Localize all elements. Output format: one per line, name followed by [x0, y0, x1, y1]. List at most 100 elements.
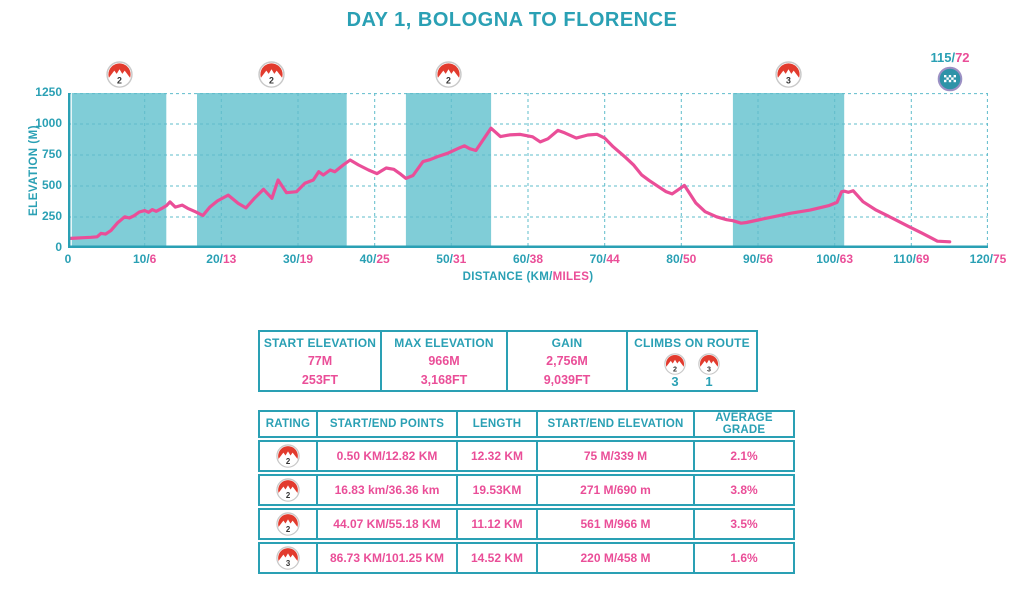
header-rating: RATING: [258, 410, 318, 438]
x-tick-km: 50/: [436, 252, 453, 266]
climb-elevation: 561 M/966 M: [538, 508, 695, 540]
climb-grade: 3.5%: [695, 508, 795, 540]
x-tick-label: 50/31: [419, 252, 483, 266]
svg-text:2: 2: [446, 75, 451, 85]
x-tick-km: 10/: [132, 252, 150, 266]
climb-rating-icon: 3: [258, 542, 318, 574]
summary-header: MAX ELEVATION: [394, 336, 494, 350]
summary-value-m: 2,756M: [546, 354, 588, 368]
climb-category-icon: 2: [258, 61, 286, 88]
climb-category-icon: 3: [775, 61, 802, 88]
x-tick-miles: 19: [299, 252, 314, 266]
x-axis-title-miles: MILES: [552, 271, 590, 283]
x-tick-miles: 25: [376, 252, 390, 266]
header-start-end-points: START/END POINTS: [318, 410, 458, 438]
x-tick-label: 80/50: [649, 252, 713, 266]
climb-category-icon: 2: [276, 478, 300, 502]
x-tick-label: 100/63: [803, 252, 867, 266]
climb-category-icon: 3: [698, 353, 720, 375]
x-tick-km: 20/: [206, 252, 223, 266]
y-tick-label: 1250: [35, 85, 62, 99]
climb-category-icon: 2: [276, 444, 300, 468]
x-tick-miles: 38: [529, 252, 544, 266]
route-summary-table: START ELEVATION 77M 253FT MAX ELEVATION …: [258, 330, 758, 392]
x-tick-label: 20/13: [189, 252, 253, 266]
x-tick-km: 110/: [893, 252, 916, 266]
summary-start-elevation: START ELEVATION 77M 253FT: [260, 332, 380, 390]
finish-miles: 72: [955, 50, 970, 65]
climb-category-badge: 2: [105, 61, 133, 88]
x-tick-label: 120/75: [956, 252, 1020, 266]
climb-category-icon: 2: [435, 61, 462, 88]
y-tick-label: 750: [41, 147, 62, 161]
x-tick-miles: 13: [222, 252, 237, 266]
x-tick-miles: 75: [993, 252, 1007, 266]
climb-grade: 2.1%: [695, 440, 795, 472]
finish-km: 115/: [930, 50, 956, 65]
climb-points: 16.83 km/36.36 km: [318, 474, 458, 506]
svg-text:2: 2: [673, 364, 677, 373]
svg-text:2: 2: [286, 491, 291, 500]
svg-text:3: 3: [286, 559, 291, 568]
summary-gain: GAIN 2,756M 9,039FT: [506, 332, 626, 390]
climb-count: 3: [671, 374, 679, 389]
summary-max-elevation: MAX ELEVATION 966M 3,168FT: [380, 332, 506, 390]
climb-elevation: 220 M/458 M: [538, 542, 695, 574]
x-tick-km: 120/: [969, 252, 993, 266]
climb-band: [732, 93, 845, 248]
header-length: LENGTH: [458, 410, 538, 438]
x-tick-miles: 63: [839, 252, 854, 266]
finish-distance-label: 115/72: [913, 50, 987, 65]
y-tick-label: 500: [41, 178, 62, 192]
climb-rating-icon: 2: [258, 508, 318, 540]
x-tick-km: 0: [64, 252, 72, 266]
climbs-detail-table: RATING START/END POINTS LENGTH START/END…: [258, 408, 795, 576]
climb-elevation: 271 M/690 m: [538, 474, 695, 506]
svg-text:2: 2: [286, 457, 291, 466]
climb-band: [405, 93, 492, 248]
x-tick-label: 90/56: [726, 252, 790, 266]
climb-rating-icon: 2: [258, 474, 318, 506]
climb-points: 86.73 KM/101.25 KM: [318, 542, 458, 574]
climb-length: 11.12 KM: [458, 508, 538, 540]
climb-row: 2 44.07 KM/55.18 KM 11.12 KM 561 M/966 M…: [258, 508, 795, 540]
x-tick-label: 30/19: [266, 252, 330, 266]
climb-elevation: 75 M/339 M: [538, 440, 695, 472]
x-tick-km: 90/: [742, 252, 760, 266]
elevation-plot: [68, 93, 988, 248]
summary-value-ft: 3,168FT: [420, 373, 468, 387]
x-tick-label: 40/25: [343, 252, 407, 266]
climb-length: 14.52 KM: [458, 542, 538, 574]
x-tick-label: 70/44: [573, 252, 637, 266]
x-tick-km: 70/: [589, 252, 607, 266]
climb-grade: 3.8%: [695, 474, 795, 506]
climb-category-badge: 3: [775, 61, 802, 88]
x-tick-km: 40/: [359, 252, 377, 266]
summary-header: GAIN: [551, 336, 583, 350]
x-axis-title-close: ): [589, 271, 594, 283]
y-tick-label: 1000: [35, 116, 62, 130]
climb-points: 44.07 KM/55.18 KM: [318, 508, 458, 540]
x-tick-miles: 69: [916, 252, 930, 266]
elevation-line: [68, 126, 952, 244]
y-tick-label: 250: [41, 209, 62, 223]
header-start-end-elevation: START/END ELEVATION: [538, 410, 695, 438]
svg-text:2: 2: [286, 525, 291, 534]
x-tick-miles: 50: [682, 252, 697, 266]
climb-category-icon: 2: [105, 61, 133, 88]
x-tick-miles: 44: [606, 252, 620, 266]
x-axis-title: DISTANCE (KM/MILES): [68, 271, 988, 283]
summary-header: START ELEVATION: [263, 336, 377, 350]
climb-band: [197, 93, 347, 248]
header-average-grade: AVERAGE GRADE: [695, 410, 795, 438]
x-tick-miles: 6: [149, 252, 157, 266]
summary-value-ft: 253FT: [301, 373, 339, 387]
summary-header: CLIMBS ON ROUTE: [634, 336, 750, 350]
climb-grade: 1.6%: [695, 542, 795, 574]
summary-value-m: 77M: [307, 354, 333, 368]
x-tick-km: 100/: [816, 252, 840, 266]
x-tick-km: 60/: [512, 252, 530, 266]
